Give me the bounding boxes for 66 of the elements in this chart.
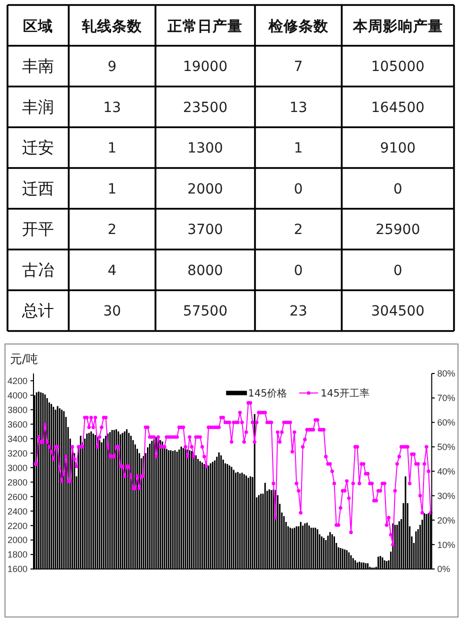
y-axis-title: 区域	[23, 18, 54, 35]
y-tick-label: 2200	[7, 520, 28, 531]
x-tick-label: 正常日产量	[166, 18, 243, 35]
y-tick-label: 丰润	[22, 97, 54, 116]
y-tick-label: 总计	[21, 301, 54, 320]
data-label: 57500	[182, 304, 228, 320]
data-label: 13	[103, 100, 122, 116]
data-label: 2	[108, 222, 117, 238]
y2-tick-label: 70%	[437, 393, 456, 404]
data-label: 1	[108, 140, 117, 157]
y-tick-label: 2000	[7, 535, 28, 546]
data-label: 1	[108, 181, 117, 198]
data-label: 23	[289, 304, 308, 320]
data-label: 105000	[371, 59, 425, 76]
y-tick-label: 4000	[7, 390, 28, 400]
data-label: 2	[294, 222, 303, 238]
data-label: 30	[103, 304, 122, 320]
y-tick-label: 丰南	[22, 56, 54, 76]
data-label: 8000	[187, 262, 224, 279]
y2-tick-label: 40%	[437, 466, 456, 476]
data-label: 1300	[187, 140, 224, 157]
data-label: 304500	[371, 304, 425, 320]
legend-label: 145价格	[248, 388, 288, 400]
y-tick-label: 古冶	[22, 260, 54, 280]
data-label: 7	[294, 59, 303, 76]
y-tick-label: 3400	[7, 434, 28, 444]
y2-tick-label: 30%	[437, 490, 456, 501]
data-label: 4	[108, 262, 117, 279]
data-label: 1	[294, 140, 303, 157]
x-tick-label: 轧线条数	[81, 18, 144, 35]
y-tick-label: 1600	[7, 564, 28, 574]
y-tick-label: 开平	[22, 220, 54, 239]
y2-tick-label: 20%	[437, 515, 456, 526]
data-label: 19000	[182, 59, 228, 76]
data-label: 0	[393, 181, 402, 198]
y-tick-label: 2800	[7, 477, 28, 488]
y-tick-label: 4200	[7, 376, 28, 386]
y2-tick-label: 60%	[437, 418, 456, 428]
y-tick-label: 1800	[7, 550, 28, 560]
data-label: 0	[393, 262, 402, 279]
y-tick-label: 迁西	[22, 178, 54, 198]
y-tick-label: 3200	[7, 448, 28, 458]
data-label: 9	[108, 59, 117, 76]
y-tick-label: 3000	[7, 462, 28, 473]
y2-tick-label: 50%	[437, 442, 456, 452]
y-tick-label: 2600	[7, 492, 28, 502]
y2-tick-label: 80%	[437, 368, 456, 379]
y-tick-label: 2400	[7, 506, 28, 516]
y-tick-label: 3600	[7, 419, 28, 430]
legend-label: 145开工率	[320, 388, 370, 400]
data-label: 13	[289, 100, 308, 116]
data-label: 9100	[380, 140, 416, 157]
x-tick-label: 检修条数	[267, 18, 330, 35]
data-label: 2000	[187, 181, 224, 198]
data-label: 0	[294, 262, 303, 279]
data-label: 25900	[376, 222, 420, 238]
y-tick-label: 3800	[7, 404, 28, 415]
y-axis-title: 元/吨	[10, 352, 38, 366]
data-label: 3700	[187, 222, 224, 238]
y2-tick-label: 0%	[437, 564, 450, 574]
y-tick-label: 迁安	[22, 138, 54, 158]
data-label: 164500	[371, 100, 425, 116]
x-tick-label: 本周影响产量	[352, 18, 443, 35]
y2-tick-label: 10%	[437, 540, 456, 550]
data-label: 23500	[182, 100, 228, 116]
data-label: 0	[294, 181, 303, 198]
